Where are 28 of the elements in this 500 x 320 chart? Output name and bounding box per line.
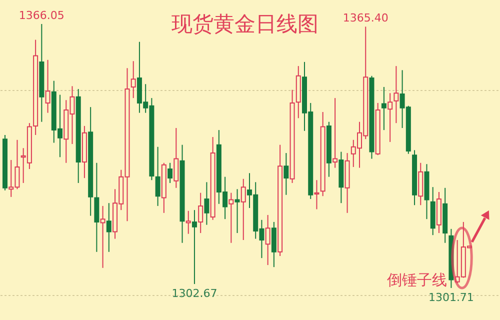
candlestick [284, 152, 289, 196]
annotation: 1366.05 [18, 9, 64, 22]
candlestick [228, 192, 234, 244]
annotation: 1301.71 [428, 290, 474, 304]
candlestick [186, 210, 191, 234]
candlestick [271, 221, 276, 268]
candlestick [314, 180, 320, 210]
annotation: 1302.67 [172, 287, 218, 300]
candlestick [388, 92, 393, 142]
candlestick [106, 202, 112, 252]
candlestick [100, 205, 106, 268]
annotation: 1365.40 [342, 12, 388, 25]
candlestick [234, 188, 240, 234]
candlestick [45, 59, 50, 114]
candlestick [240, 178, 246, 240]
candlestick [174, 128, 179, 188]
candlestick [332, 98, 338, 168]
candlestick [198, 192, 204, 234]
candlestick [168, 162, 173, 184]
candlestick [381, 86, 386, 131]
candlestick [192, 210, 197, 285]
candlestick [155, 146, 160, 206]
candlestick [394, 66, 399, 124]
text: 现货黄金日线图 [172, 13, 318, 36]
candlestick [265, 214, 270, 266]
annotation: 倒锤子线 [387, 272, 447, 289]
candlestick [130, 60, 136, 99]
candlestick [204, 182, 210, 226]
